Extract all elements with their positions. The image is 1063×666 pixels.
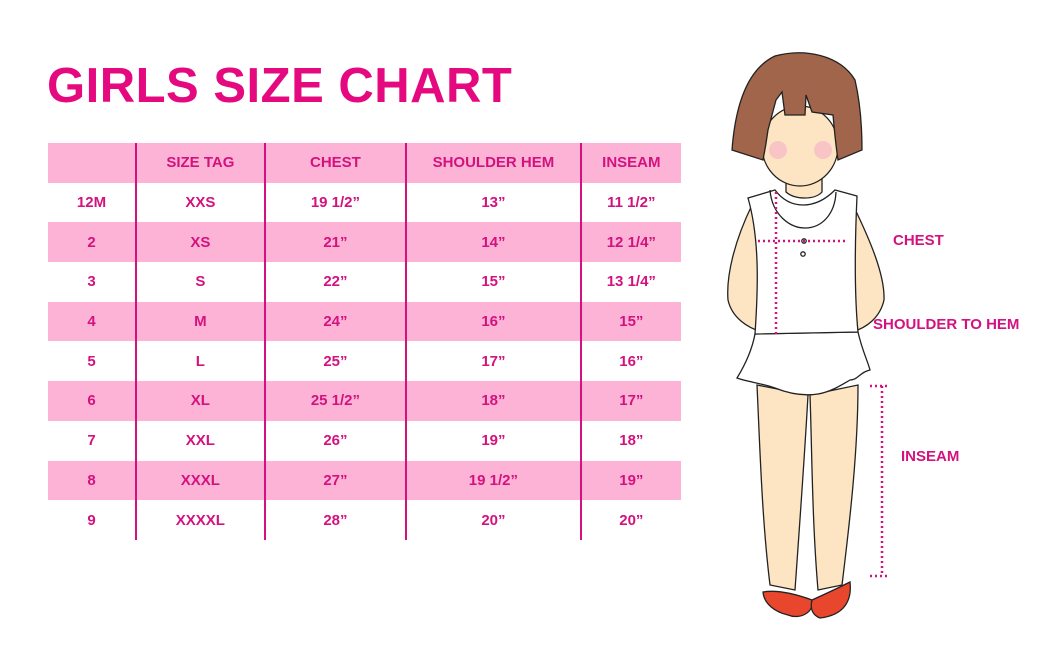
- inseam-cell: 12 1/4”: [579, 222, 681, 263]
- size-cell: 5: [87, 352, 96, 370]
- table-row: 4 M 24” 16” 15”: [48, 301, 681, 342]
- table-row: 6 XL 25 1/2” 18” 17”: [48, 381, 681, 421]
- size-cell: 8: [48, 460, 137, 501]
- right-shoe: [810, 581, 851, 619]
- inseam-cell: 13 1/4”: [579, 262, 681, 302]
- chest-label: CHEST: [893, 232, 944, 249]
- hair: [731, 52, 863, 161]
- inseam-cell: 19”: [579, 460, 681, 501]
- size-cell: 2: [48, 222, 137, 263]
- header-cell: [48, 143, 137, 183]
- header-shoulder-hem: SHOULDER HEM: [405, 143, 581, 183]
- size-cell: 6: [48, 381, 137, 421]
- shoulder-hem-cell: 19 1/2”: [405, 460, 581, 501]
- inseam-cell: 17”: [579, 381, 681, 421]
- chest-cell: 27”: [263, 460, 407, 501]
- shoulder-hem-cell: 15”: [405, 262, 581, 302]
- table-row: 12M XXS 19 1/2” 13” 11 1/2”: [48, 182, 681, 223]
- header-size-tag: SIZE TAG: [135, 143, 265, 183]
- size-tag-cell: XXXXL: [135, 500, 265, 540]
- shirt: [747, 189, 859, 335]
- shoulder-hem-cell: 13”: [405, 182, 581, 223]
- shoulder-hem-cell: 18”: [405, 381, 581, 421]
- chest-cell: 25 1/2”: [263, 381, 407, 421]
- inseam-cell: 11 1/2”: [579, 182, 681, 223]
- left-shoe: [762, 590, 813, 618]
- table-row: 3 S 22” 15” 13 1/4”: [48, 262, 681, 302]
- inseam-cell: 20”: [579, 500, 681, 540]
- size-tag-cell: XS: [135, 222, 265, 263]
- table-row: 7 XXL 26” 19” 18”: [48, 420, 681, 461]
- skirt: [736, 331, 871, 396]
- header-inseam: INSEAM: [579, 143, 681, 183]
- shoulder-to-hem-label: SHOULDER TO HEM: [873, 316, 1020, 333]
- chest-cell: 28”: [263, 500, 407, 540]
- table-row: 9 XXXXL 28” 20” 20”: [48, 500, 681, 540]
- size-cell: 4: [48, 301, 137, 342]
- table-row: 5 L 25” 17” 16”: [48, 341, 681, 382]
- inseam-label: INSEAM: [901, 448, 960, 465]
- size-tag-cell: XXL: [135, 420, 265, 461]
- header-chest: CHEST: [263, 143, 407, 183]
- shoulder-hem-cell: 19”: [405, 420, 581, 461]
- size-cell: 7: [87, 432, 96, 450]
- inseam-cell: 18”: [579, 420, 681, 461]
- shoulder-hem-cell: 20”: [405, 500, 581, 540]
- chest-cell: 22”: [263, 262, 407, 302]
- size-cell: 9: [87, 511, 96, 529]
- shoulder-hem-cell: 17”: [405, 341, 581, 382]
- shoulder-hem-cell: 16”: [405, 301, 581, 342]
- left-leg: [756, 384, 809, 591]
- size-cell: 3: [87, 273, 96, 291]
- table-header-row: SIZE TAG CHEST SHOULDER HEM INSEAM: [48, 143, 681, 183]
- page-title: GIRLS SIZE CHART: [47, 59, 513, 113]
- size-tag-cell: XXS: [135, 182, 265, 223]
- size-tag-cell: M: [135, 301, 265, 342]
- size-tag-cell: S: [135, 262, 265, 302]
- size-table: SIZE TAG CHEST SHOULDER HEM INSEAM 12M XX…: [48, 143, 681, 540]
- shoulder-hem-cell: 14”: [405, 222, 581, 263]
- chest-cell: 26”: [263, 420, 407, 461]
- inseam-cell: 15”: [579, 301, 681, 342]
- table-row: 8 XXXL 27” 19 1/2” 19”: [48, 460, 681, 501]
- chest-cell: 21”: [263, 222, 407, 263]
- size-tag-cell: XL: [135, 381, 265, 421]
- inseam-cell: 16”: [579, 341, 681, 382]
- chest-cell: 24”: [263, 301, 407, 342]
- size-tag-cell: L: [135, 341, 265, 382]
- table-row: 2 XS 21” 14” 12 1/4”: [48, 222, 681, 263]
- right-leg: [809, 384, 859, 591]
- chest-cell: 19 1/2”: [263, 182, 407, 223]
- chest-cell: 25”: [263, 341, 407, 382]
- size-cell: 12M: [76, 194, 107, 212]
- size-tag-cell: XXXL: [135, 460, 265, 501]
